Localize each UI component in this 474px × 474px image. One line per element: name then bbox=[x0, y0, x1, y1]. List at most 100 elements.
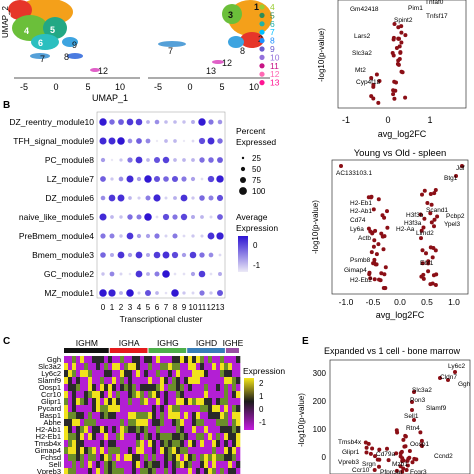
dotplot-dot bbox=[109, 271, 115, 277]
heatmap-cell bbox=[208, 377, 213, 384]
volcano-bottom-ytick: 300 bbox=[313, 369, 327, 378]
volcano-bottom-point bbox=[400, 456, 405, 461]
volcano-bottom-gene-label: Rtn4 bbox=[406, 425, 420, 432]
heatmap-cell bbox=[124, 447, 129, 454]
dotplot-dot bbox=[117, 251, 125, 259]
volcano-bottom-gene-label: Vpreb3 bbox=[338, 459, 359, 466]
volcano-mid-panel: Young vs Old - spleen AC133103.1 Jdf Btg1 H… bbox=[311, 148, 469, 320]
heatmap-cell bbox=[80, 468, 85, 474]
heatmap-cell bbox=[72, 454, 77, 461]
heatmap-cell bbox=[92, 356, 97, 363]
size-legend-value: 50 bbox=[252, 165, 261, 174]
heatmap-cell bbox=[128, 426, 133, 433]
dotplot-col-label: 12 bbox=[207, 303, 216, 312]
volcano-bottom-frame bbox=[329, 359, 471, 474]
heatmap-cell bbox=[112, 356, 117, 363]
heatmap-cell bbox=[236, 370, 241, 377]
heatmap-cell bbox=[196, 363, 201, 370]
heatmap-gene-label: Fchsd bbox=[41, 453, 61, 462]
heatmap-cell bbox=[192, 363, 197, 370]
heatmap-cell bbox=[68, 398, 73, 405]
volcano-bottom-title: Expanded vs 1 cell - bone marrow bbox=[324, 346, 461, 356]
heatmap-cell bbox=[76, 412, 81, 419]
heatmap-cell bbox=[200, 419, 205, 426]
heatmap-cell bbox=[104, 363, 109, 370]
volcano-bottom-point bbox=[385, 446, 389, 451]
heatmap-cell bbox=[184, 405, 189, 412]
heatmap-cell bbox=[232, 398, 237, 405]
volcano-mid-point bbox=[432, 217, 437, 222]
volcano-mid-xlabel: avg_log2FC bbox=[376, 310, 425, 320]
heatmap-cell bbox=[68, 419, 73, 426]
heatmap-cell bbox=[96, 370, 101, 377]
dotplot-dot bbox=[162, 270, 170, 278]
heatmap-cell bbox=[184, 447, 189, 454]
heatmap-cell bbox=[100, 377, 105, 384]
heatmap-cell bbox=[216, 370, 221, 377]
heatmap-cell bbox=[192, 433, 197, 440]
dotplot-dot bbox=[173, 139, 177, 143]
heatmap-gene-label: Oosp1 bbox=[39, 383, 61, 392]
heatmap-cell bbox=[100, 412, 105, 419]
heatmap-gene-label: H2-Eb1 bbox=[36, 432, 61, 441]
heatmap-cell bbox=[140, 391, 145, 398]
heatmap-cell bbox=[136, 426, 141, 433]
dotplot-dot bbox=[146, 158, 150, 162]
heatmap-cell bbox=[212, 454, 217, 461]
heatmap-cell bbox=[140, 440, 145, 447]
heatmap-cell bbox=[232, 405, 237, 412]
dotplot-dot bbox=[110, 177, 114, 181]
heatmap-cell bbox=[128, 419, 133, 426]
heatmap-cell bbox=[156, 454, 161, 461]
umap-legend-number: 8 bbox=[270, 36, 275, 46]
heatmap-cell bbox=[64, 447, 69, 454]
heatmap-cell bbox=[204, 391, 209, 398]
heatmap-cell bbox=[184, 426, 189, 433]
heatmap-cell bbox=[224, 468, 229, 474]
heatmap-cell bbox=[212, 370, 217, 377]
heatmap-cell bbox=[100, 419, 105, 426]
dotplot-frame bbox=[96, 111, 226, 299]
heatmap-cell bbox=[164, 426, 169, 433]
heatmap-cell bbox=[80, 356, 85, 363]
heatmap-cell bbox=[68, 433, 73, 440]
dotplot-col-label: 2 bbox=[119, 303, 124, 312]
volcano-mid-point bbox=[371, 207, 376, 212]
heatmap-cell bbox=[236, 454, 241, 461]
heatmap-cell bbox=[96, 440, 101, 447]
volcano-top-point bbox=[399, 40, 404, 45]
umap-right-label: 12 bbox=[222, 58, 232, 68]
size-legend: 25 50 75 100 bbox=[239, 154, 266, 196]
heatmap-cell bbox=[208, 356, 213, 363]
heatmap-cell bbox=[88, 398, 93, 405]
heatmap-cell bbox=[76, 454, 81, 461]
umap-left-label: 9 bbox=[72, 40, 77, 50]
volcano-bottom-point bbox=[412, 418, 416, 422]
dotplot-dot bbox=[173, 120, 177, 124]
heatmap-cell bbox=[120, 391, 125, 398]
volcano-bottom-gene-label: Ccnd2 bbox=[434, 453, 453, 460]
heatmap-cell bbox=[164, 398, 169, 405]
dotplot-dot bbox=[135, 251, 143, 259]
heatmap-cell bbox=[88, 370, 93, 377]
heatmap-cell bbox=[112, 398, 117, 405]
heatmap-cell bbox=[140, 433, 145, 440]
heatmap-cell bbox=[180, 433, 185, 440]
heatmap-cell bbox=[176, 398, 181, 405]
dotplot-dot bbox=[209, 291, 213, 295]
heatmap-cell bbox=[160, 419, 165, 426]
volcano-mid-point bbox=[368, 276, 373, 281]
heatmap-cell bbox=[164, 440, 169, 447]
volcano-mid-point bbox=[376, 242, 381, 247]
dotplot-dot bbox=[218, 272, 222, 276]
heatmap-cell bbox=[64, 440, 69, 447]
heatmap-cell bbox=[212, 405, 217, 412]
volcano-mid-point bbox=[454, 174, 458, 178]
dotplot-dot bbox=[155, 215, 159, 219]
umap-legend-number: 12 bbox=[270, 69, 280, 79]
heatmap-cell bbox=[148, 384, 153, 391]
heatmap-cell bbox=[228, 356, 233, 363]
volcano-top-points bbox=[369, 22, 408, 105]
heatmap-cell bbox=[68, 412, 73, 419]
heatmap-cell bbox=[208, 412, 213, 419]
